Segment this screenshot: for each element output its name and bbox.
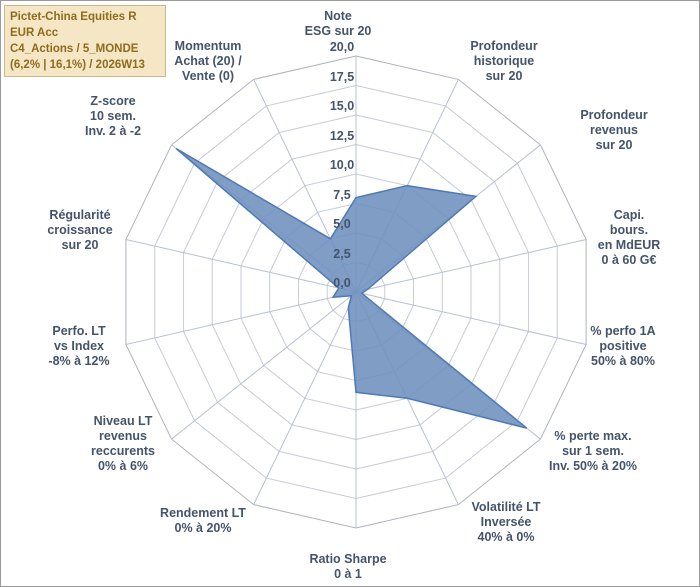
radar-spoke <box>355 291 587 345</box>
radar-spoke <box>355 239 587 293</box>
radar-spoke <box>125 239 357 293</box>
radar-spoke <box>171 291 357 440</box>
radar-spoke <box>253 291 357 505</box>
fund-title-box: Pictet-China Equities R EUR Acc C4_Actio… <box>4 5 166 77</box>
radar-spoke <box>125 291 357 345</box>
series-polygon <box>175 147 528 429</box>
